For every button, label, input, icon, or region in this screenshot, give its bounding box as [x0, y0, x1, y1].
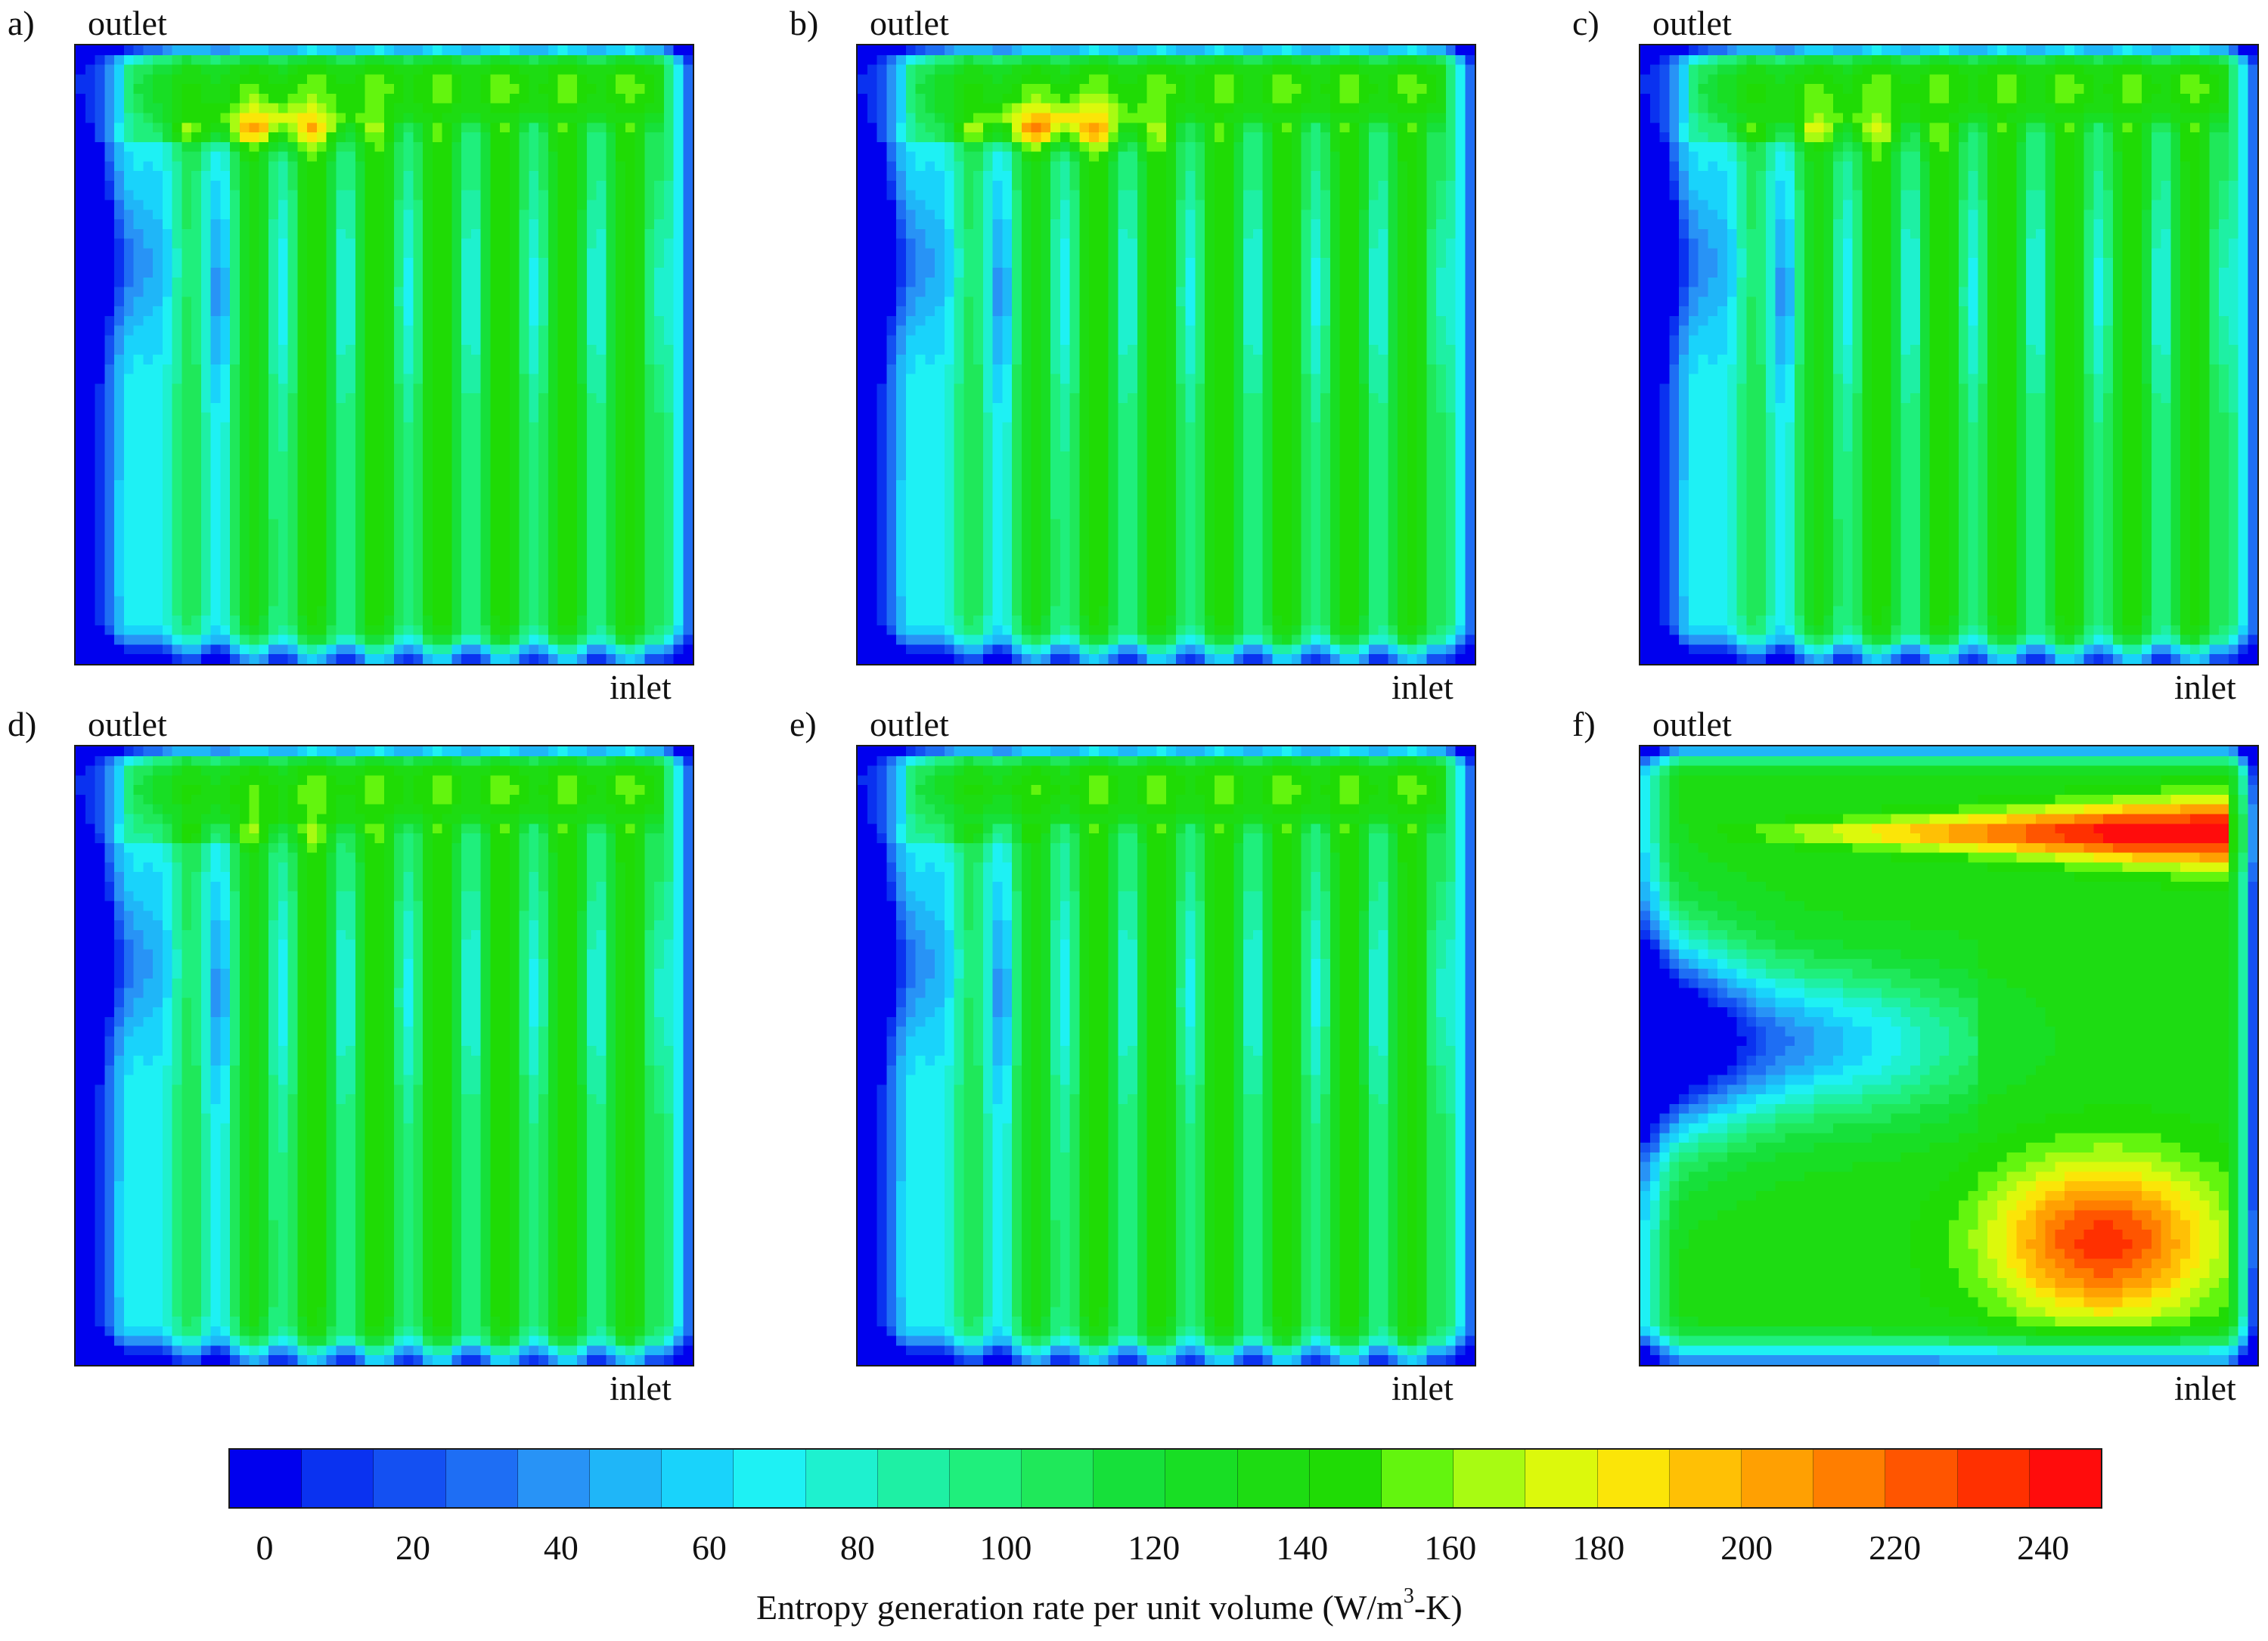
- contour-field-d: [76, 746, 693, 1365]
- colorbar-swatch: [1022, 1450, 1094, 1507]
- colorbar-tick-label: 220: [1869, 1528, 1921, 1568]
- colorbar-swatch: [1094, 1450, 1166, 1507]
- colorbar-tick-label: 240: [2017, 1528, 2069, 1568]
- outlet-label-b: outlet: [870, 6, 949, 41]
- colorbar-title-superscript: 3: [1404, 1584, 1414, 1608]
- colorbar-swatch: [2029, 1450, 2101, 1507]
- colorbar-title: Entropy generation rate per unit volume …: [756, 1584, 1463, 1627]
- outlet-label-c: outlet: [1652, 6, 1732, 41]
- panel-letter-d: d): [8, 707, 36, 742]
- colorbar-tick-label: 140: [1276, 1528, 1328, 1568]
- colorbar-tick-label: 180: [1572, 1528, 1624, 1568]
- contour-panel-a: [74, 44, 694, 665]
- colorbar-swatch: [374, 1450, 446, 1507]
- inlet-label-d: inlet: [610, 1371, 672, 1406]
- panel-letter-e: e): [790, 707, 817, 742]
- contour-field-b: [858, 45, 1475, 664]
- colorbar-swatch: [589, 1450, 662, 1507]
- contour-field-f: [1640, 746, 2257, 1365]
- colorbar-tick-label: 120: [1128, 1528, 1180, 1568]
- contour-panel-e: [856, 745, 1476, 1366]
- colorbar-swatch: [734, 1450, 806, 1507]
- colorbar-swatch: [302, 1450, 374, 1507]
- inlet-label-f: inlet: [2174, 1371, 2236, 1406]
- contour-panel-f: [1639, 745, 2259, 1366]
- inlet-label-b: inlet: [1392, 670, 1454, 705]
- colorbar-swatch: [1525, 1450, 1598, 1507]
- contour-panel-d: [74, 745, 694, 1366]
- colorbar-swatch: [445, 1450, 518, 1507]
- colorbar-swatch: [877, 1450, 950, 1507]
- colorbar-swatch: [1382, 1450, 1454, 1507]
- outlet-label-d: outlet: [88, 707, 167, 742]
- colorbar-swatch: [1237, 1450, 1310, 1507]
- colorbar-tick-label: 160: [1424, 1528, 1476, 1568]
- inlet-label-c: inlet: [2174, 670, 2236, 705]
- inlet-label-e: inlet: [1392, 1371, 1454, 1406]
- contour-field-e: [858, 746, 1475, 1365]
- colorbar-swatch: [1885, 1450, 1958, 1507]
- colorbar-swatch: [517, 1450, 590, 1507]
- colorbar-tick-label: 100: [979, 1528, 1032, 1568]
- colorbar-swatch: [1957, 1450, 2030, 1507]
- outlet-label-f: outlet: [1652, 707, 1732, 742]
- inlet-label-a: inlet: [610, 670, 672, 705]
- colorbar-swatch: [1454, 1450, 1526, 1507]
- contour-panel-c: [1639, 44, 2259, 665]
- colorbar-tick-label: 20: [396, 1528, 430, 1568]
- colorbar-swatch: [949, 1450, 1022, 1507]
- colorbar-swatch: [1309, 1450, 1382, 1507]
- colorbar-gradient: [228, 1448, 2102, 1509]
- colorbar-swatch: [1813, 1450, 1886, 1507]
- panel-letter-b: b): [790, 6, 818, 41]
- colorbar-swatch: [662, 1450, 734, 1507]
- colorbar-tick-label: 0: [256, 1528, 274, 1568]
- colorbar-swatch: [1669, 1450, 1742, 1507]
- colorbar-swatch: [230, 1450, 303, 1507]
- contour-field-c: [1640, 45, 2257, 664]
- colorbar-tick-label: 200: [1720, 1528, 1773, 1568]
- outlet-label-a: outlet: [88, 6, 167, 41]
- colorbar-tick-label: 80: [840, 1528, 875, 1568]
- colorbar-title-text: Entropy generation rate per unit volume …: [756, 1588, 1404, 1627]
- colorbar-swatch: [1597, 1450, 1670, 1507]
- colorbar-swatch: [1741, 1450, 1814, 1507]
- colorbar-tick-label: 40: [544, 1528, 579, 1568]
- panel-letter-a: a): [8, 6, 35, 41]
- colorbar-title-suffix: -K): [1414, 1588, 1463, 1627]
- colorbar-tick-label: 60: [692, 1528, 727, 1568]
- outlet-label-e: outlet: [870, 707, 949, 742]
- contour-field-a: [76, 45, 693, 664]
- colorbar-swatch: [805, 1450, 878, 1507]
- contour-panel-b: [856, 44, 1476, 665]
- colorbar-swatch: [1165, 1450, 1238, 1507]
- panel-letter-c: c): [1572, 6, 1599, 41]
- panel-letter-f: f): [1572, 707, 1596, 742]
